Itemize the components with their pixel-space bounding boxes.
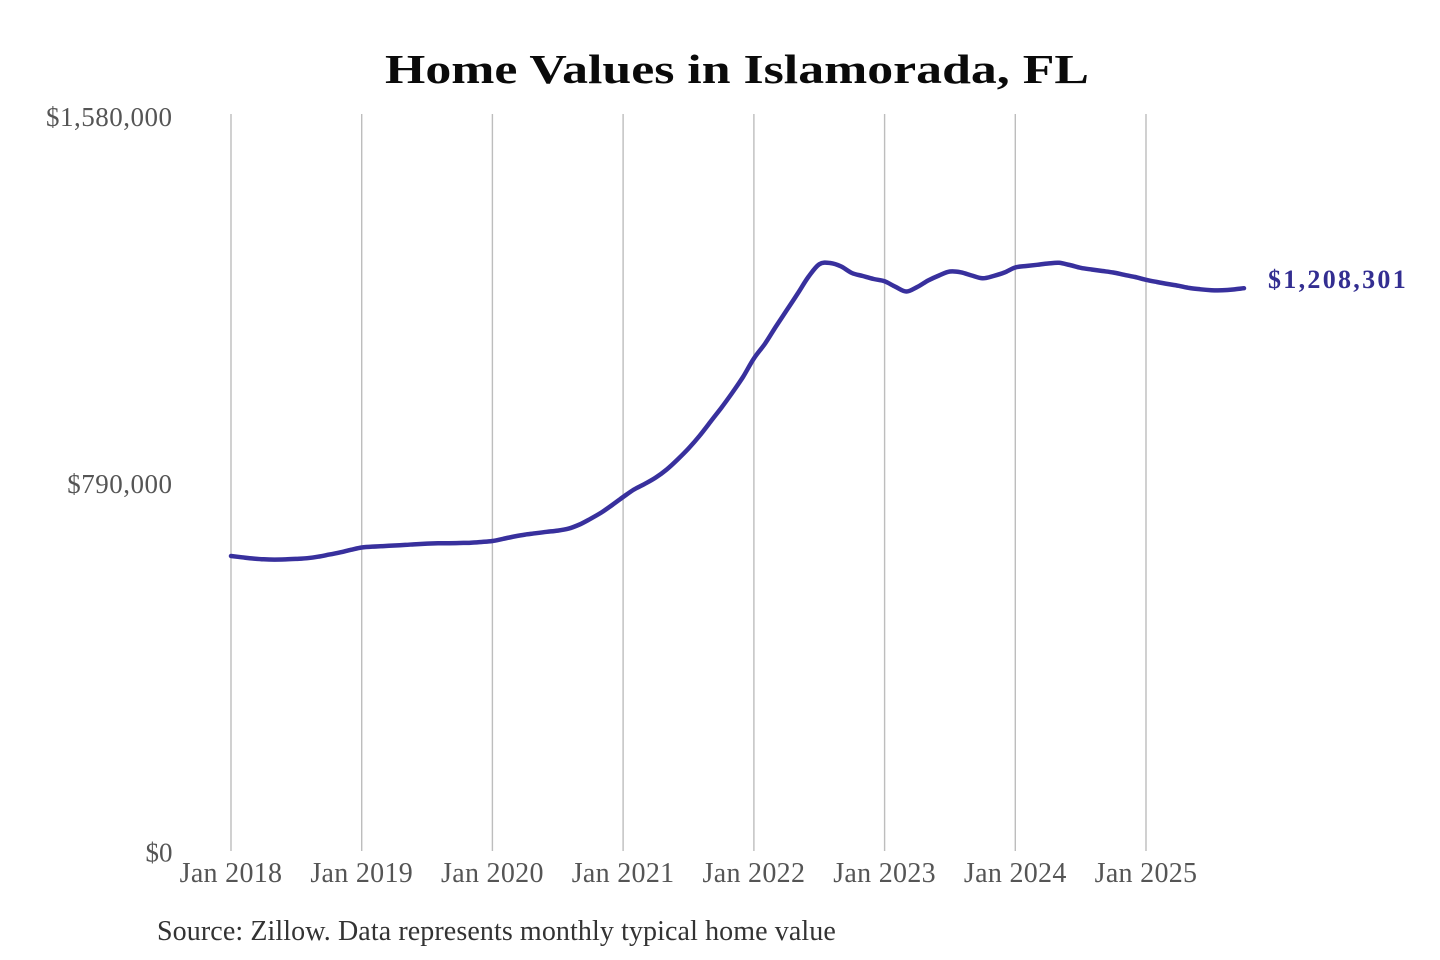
svg-text:$0: $0 <box>146 838 173 868</box>
svg-text:Jan 2021: Jan 2021 <box>572 858 675 889</box>
svg-text:$790,000: $790,000 <box>67 469 172 499</box>
svg-text:Jan 2023: Jan 2023 <box>833 858 936 889</box>
svg-text:Home Values in Islamorada, FL: Home Values in Islamorada, FL <box>385 47 1089 93</box>
svg-text:Jan 2020: Jan 2020 <box>441 858 544 889</box>
svg-text:Jan 2022: Jan 2022 <box>703 858 806 889</box>
svg-text:$1,580,000: $1,580,000 <box>46 102 173 132</box>
svg-text:Source: Zillow. Data represent: Source: Zillow. Data represents monthly … <box>157 916 836 947</box>
svg-text:Jan 2025: Jan 2025 <box>1095 858 1198 889</box>
svg-text:Jan 2024: Jan 2024 <box>964 858 1067 889</box>
svg-text:Jan 2018: Jan 2018 <box>180 858 283 889</box>
svg-text:Jan 2019: Jan 2019 <box>310 858 413 889</box>
svg-text:$1,208,301: $1,208,301 <box>1268 265 1408 294</box>
